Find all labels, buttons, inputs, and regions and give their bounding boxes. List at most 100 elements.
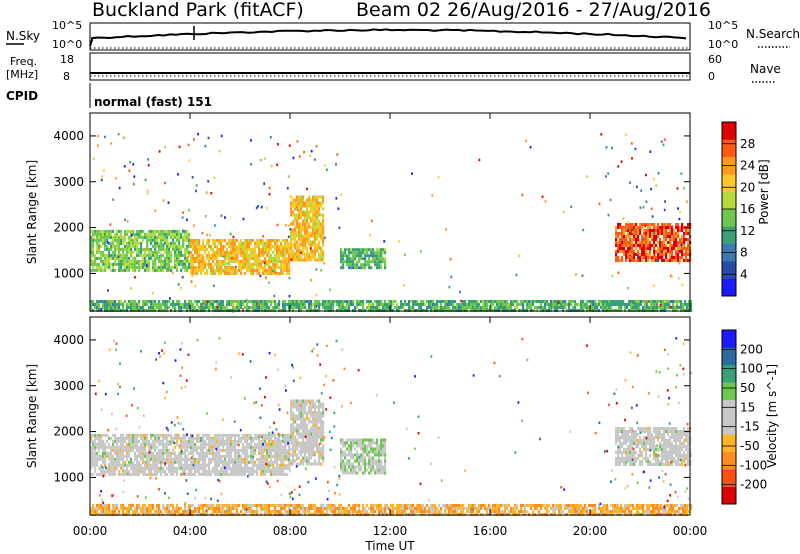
heatmap-cell-1 (196, 257, 199, 260)
heatmap-cell-5 (440, 303, 443, 306)
heatmap-cell-0 (170, 463, 173, 467)
heatmap-cell-0 (114, 256, 117, 260)
heatmap-cell-0 (170, 454, 173, 458)
heatmap-noise-cell (191, 274, 194, 277)
heatmap-cell-2 (292, 219, 295, 223)
heatmap-cell-0 (236, 466, 239, 470)
heatmap-cell-5 (348, 303, 351, 306)
heatmap-cell-1 (270, 257, 273, 260)
heatmap-cell-0 (282, 460, 285, 464)
heatmap-cell-0 (234, 436, 237, 440)
heatmap-cell-1 (270, 245, 273, 248)
heatmap-cell-1 (248, 269, 251, 272)
heatmap-cell-3 (348, 248, 351, 252)
heatmap-cell-0 (138, 463, 141, 467)
heatmap-cell-0 (136, 433, 139, 437)
heatmap-cell-5 (540, 303, 543, 306)
heatmap-cell-1 (258, 260, 261, 263)
heatmap-cell-0 (158, 256, 161, 260)
heatmap-cell-0 (248, 472, 251, 476)
heatmap-noise-cell (259, 158, 262, 162)
heatmap-cell-5 (650, 306, 653, 309)
heatmap-cell-2 (320, 204, 323, 208)
heatmap-cell-3 (617, 433, 620, 436)
heatmap-cell-5 (562, 300, 565, 303)
heatmap-cell-0 (260, 433, 263, 437)
heatmap-cell-1 (212, 266, 215, 269)
heatmap-cell-2 (306, 240, 309, 244)
heatmap-cell-5 (90, 300, 93, 303)
heatmap-cell-2 (304, 225, 307, 229)
heatmap-cell-0 (124, 247, 127, 251)
heatmap-cell-0 (128, 445, 131, 449)
heatmap-cell-5 (376, 303, 379, 306)
heatmap-noise-cell (287, 175, 290, 178)
heatmap-cell-2 (294, 237, 297, 241)
heatmap-cell-0 (274, 466, 277, 470)
heatmap-cell-2 (376, 465, 379, 469)
heatmap-cell-2 (316, 228, 319, 232)
heatmap-cell-1 (200, 248, 203, 251)
heatmap-cell-0 (180, 235, 183, 239)
heatmap-cell-0 (108, 436, 111, 440)
heatmap-cell-0 (250, 439, 253, 443)
heatmap-cell-0 (278, 463, 281, 467)
heatmap-cell-1 (296, 408, 299, 412)
heatmap-cell-1 (264, 263, 267, 266)
heatmap-cell-1 (312, 405, 315, 409)
heatmap-cell-0 (150, 229, 153, 233)
heatmap-cell-0 (166, 460, 169, 464)
heatmap-cell-1 (266, 269, 269, 272)
heatmap-cell-0 (168, 229, 171, 233)
heatmap-cell-0 (288, 451, 291, 455)
heatmap-cell-1 (194, 242, 197, 245)
heatmap-cell-0 (152, 463, 155, 467)
heatmap-cell-0 (194, 442, 197, 446)
heatmap-cell-5 (688, 300, 691, 303)
heatmap-cell-0 (222, 436, 225, 440)
heatmap-cell-0 (134, 439, 137, 443)
heatmap-cell-0 (106, 244, 109, 248)
heatmap-cell-1 (284, 245, 287, 248)
heatmap-cell-2 (292, 255, 295, 259)
heatmap-cell-0 (222, 445, 225, 449)
heatmap-cell-0 (224, 463, 227, 467)
heatmap-cell-0 (246, 457, 249, 461)
heatmap-cell-0 (122, 460, 125, 464)
heatmap-cell-5 (176, 300, 179, 303)
heatmap-cell-2 (312, 252, 315, 256)
heatmap-cell-5 (156, 303, 159, 306)
heatmap-cell-1 (300, 417, 303, 421)
heatmap-cell-0 (186, 244, 189, 248)
heatmap-cell-0 (148, 259, 151, 263)
heatmap-cell-4 (657, 229, 660, 232)
heatmap-cell-0 (134, 442, 137, 446)
heatmap-cell-0 (100, 439, 103, 443)
heatmap-cell-1 (322, 432, 325, 436)
heatmap-cell-5 (522, 300, 525, 303)
heatmap-cell-3 (364, 266, 367, 270)
heatmap-cell-4 (675, 232, 678, 235)
heatmap-noise-cell (145, 248, 147, 251)
heatmap-cell-4 (615, 229, 618, 232)
heatmap-cell-5 (446, 300, 449, 303)
heatmap-cell-2 (370, 444, 373, 448)
heatmap-cell-4 (643, 223, 646, 226)
heatmap-cell-0 (94, 457, 97, 461)
heatmap-cell-0 (112, 229, 115, 233)
heatmap-cell-0 (156, 241, 159, 245)
heatmap-cell-4 (663, 247, 666, 250)
heatmap-cell-1 (230, 239, 233, 242)
heatmap-cell-0 (122, 463, 125, 467)
heatmap-cell-2 (316, 198, 319, 202)
heatmap-cell-0 (144, 433, 147, 437)
heatmap-noise-cell (607, 172, 610, 175)
heatmap-cell-1 (230, 260, 233, 263)
heatmap-cell-0 (228, 442, 231, 446)
heatmap-cell-2 (298, 207, 301, 211)
heatmap-cell-1 (268, 251, 271, 254)
heatmap-cell-0 (264, 439, 267, 443)
heatmap-cell-2 (292, 249, 295, 253)
heatmap-cell-0 (214, 472, 217, 476)
heatmap-cell-4 (631, 250, 634, 253)
